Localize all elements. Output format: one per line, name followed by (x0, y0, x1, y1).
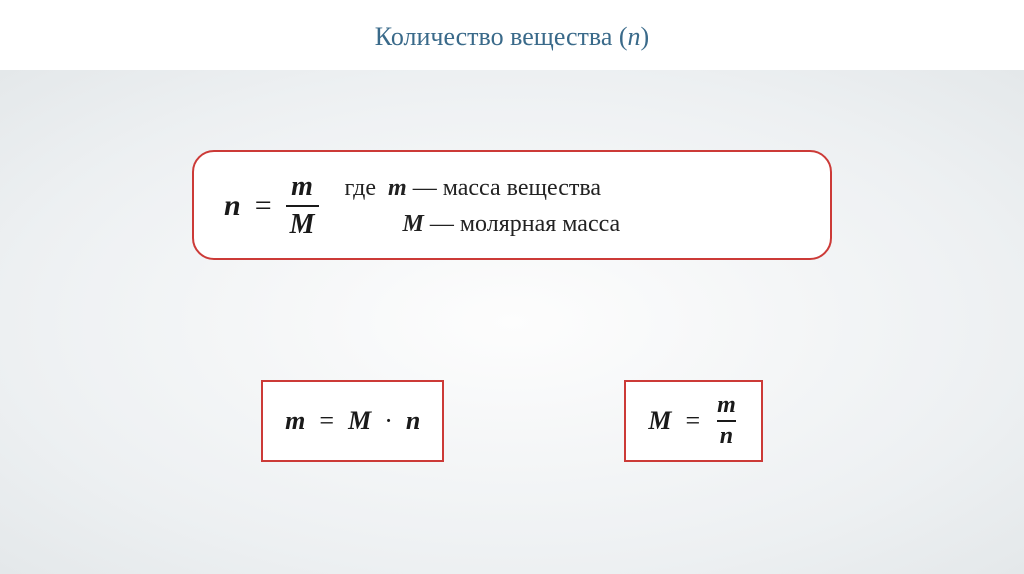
where-label: где (345, 175, 377, 201)
eq-right: = (681, 406, 704, 436)
lhs-m: m (285, 406, 305, 436)
factor-M: M (348, 406, 371, 436)
main-fraction: m M (286, 171, 319, 241)
content-area: n = m M где m — масса вещества M — моляр… (0, 70, 1024, 574)
main-formula: n = m M (224, 171, 319, 241)
def-dash-1: — (407, 175, 443, 201)
title-close: ) (641, 22, 650, 51)
den-n: n (717, 420, 736, 450)
def-symbol-m: m (388, 175, 407, 201)
page-title: Количество вещества (n) (0, 0, 1024, 70)
bottom-formulas-row: m = M · n M = m n (0, 380, 1024, 462)
def-dash-2: — (424, 211, 460, 237)
formula-box-mass: m = M · n (261, 380, 444, 462)
formula-lhs: n (224, 189, 241, 223)
def-symbol-M: M (403, 211, 424, 237)
denominator: M (286, 205, 319, 241)
numerator: m (287, 171, 317, 205)
multiply-dot: · (381, 406, 396, 436)
def-text-1: масса вещества (443, 175, 601, 201)
formula-box-molar-mass: M = m n (624, 380, 762, 462)
definitions: где m — масса вещества M — молярная масс… (345, 170, 621, 242)
equals-sign: = (251, 189, 276, 223)
eq-left: = (315, 406, 338, 436)
definition-line-2: M — молярная масса (345, 206, 621, 242)
num-m: m (714, 392, 739, 420)
factor-n: n (406, 406, 420, 436)
main-formula-box: n = m M где m — масса вещества M — моляр… (192, 150, 832, 260)
title-variable: n (628, 22, 641, 51)
title-text: Количество вещества ( (375, 22, 628, 51)
lhs-M: M (648, 406, 671, 436)
def-text-2: молярная масса (460, 211, 620, 237)
right-fraction: m n (714, 392, 739, 450)
definition-line-1: где m — масса вещества (345, 170, 621, 206)
